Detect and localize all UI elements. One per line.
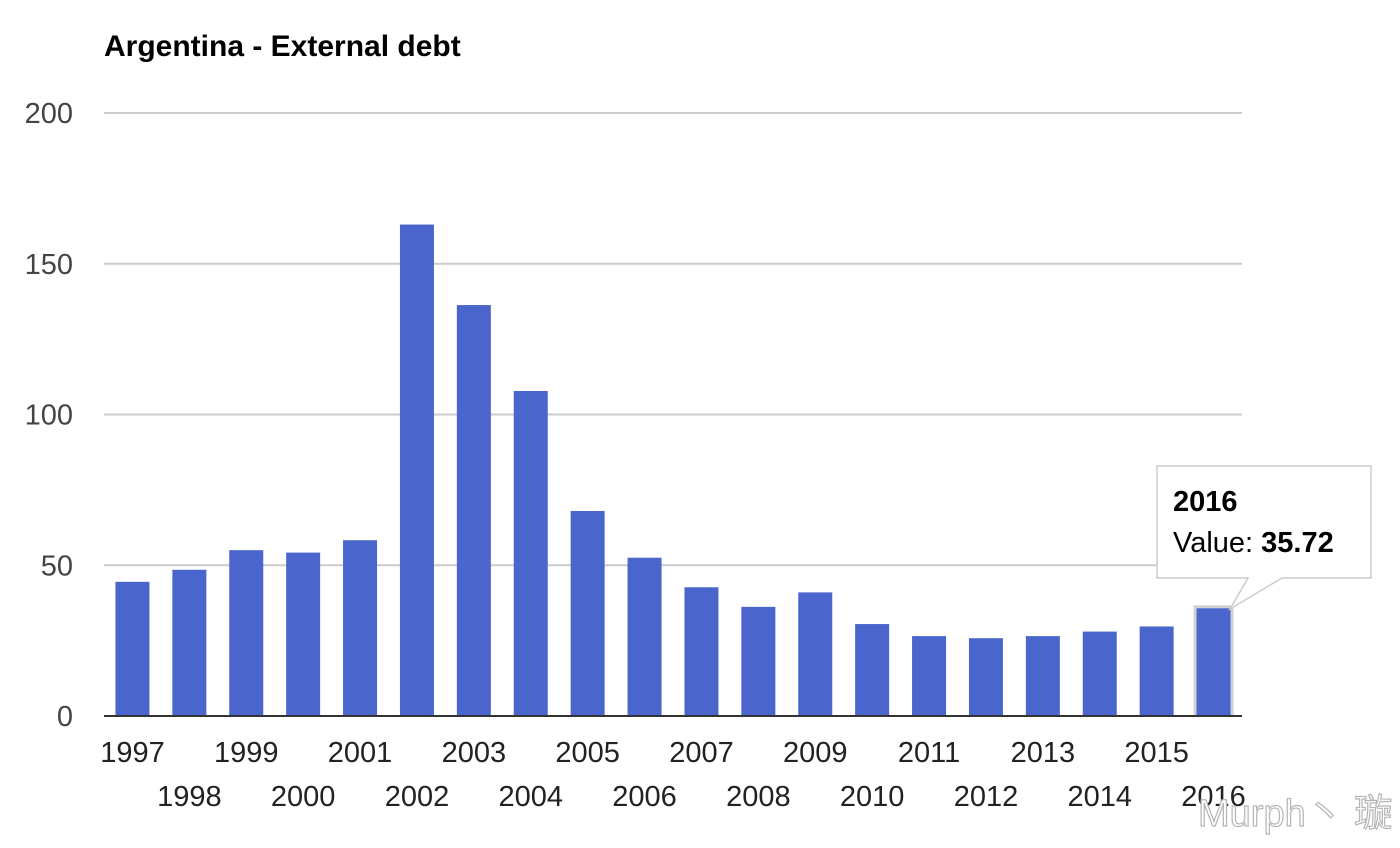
bar-2002[interactable] [399,224,434,716]
bar-1999[interactable] [229,550,264,716]
bar-2010[interactable] [855,624,890,716]
x-tick-label: 2009 [783,737,848,769]
x-tick-label: 2007 [669,737,734,769]
x-tick-label: 2006 [612,781,677,813]
x-tick-label: 2014 [1067,781,1132,813]
x-tick-label: 2016 [1181,781,1246,813]
y-tick-label: 0 [57,701,73,733]
bar-2009[interactable] [798,592,833,716]
y-tick-label: 150 [25,249,73,281]
x-tick-label: 1999 [214,737,279,769]
watermark: Murph丶 璇 [1198,793,1392,835]
bar-2000[interactable] [286,552,321,716]
x-axis-ticks: 1997 1998 1999 2000 2001 2002 2003 2004 2005 2006… [100,737,1246,813]
x-tick-label: 2004 [498,781,563,813]
bar-1997[interactable] [115,581,150,716]
bar-2012[interactable] [968,638,1003,716]
x-tick-label: 1997 [100,737,165,769]
bar-2016[interactable] [1196,608,1231,716]
x-tick-label: 2000 [271,781,336,813]
chart-title: Argentina - External debt [104,30,461,63]
bar-2013[interactable] [1025,636,1060,716]
bar-2006[interactable] [627,557,662,716]
tooltip-value: 35.72 [1261,527,1334,559]
x-tick-label: 2003 [442,737,507,769]
bar-2007[interactable] [684,587,719,716]
y-tick-label: 50 [41,550,73,582]
bar-2003[interactable] [456,305,491,716]
bars[interactable] [115,224,1234,716]
bar-2005[interactable] [570,510,605,716]
tooltip-box [1156,465,1372,612]
tooltip-value-line: Value: 35.72 [1173,527,1334,559]
bar-2004[interactable] [513,390,548,716]
x-tick-label: 2011 [898,737,960,769]
tooltip-label: Value: [1173,527,1261,559]
y-tick-label: 100 [25,400,73,432]
bar-1998[interactable] [172,569,207,716]
x-tick-label: 2001 [328,737,393,769]
x-tick-label: 2012 [954,781,1019,813]
bar-2015[interactable] [1139,626,1174,716]
bar-2014[interactable] [1082,631,1117,716]
x-tick-label: 1998 [157,781,222,813]
tooltip-year: 2016 [1173,486,1238,518]
bar-2011[interactable] [912,636,947,716]
x-tick-label: 2002 [385,781,450,813]
x-tick-label: 2015 [1124,737,1189,769]
y-axis-ticks: 0 50 100 150 200 [25,98,73,733]
tooltip: 2016 Value: 35.72 [1156,465,1372,612]
x-tick-label: 2010 [840,781,905,813]
y-tick-label: 200 [25,98,73,130]
x-tick-label: 2008 [726,781,791,813]
x-tick-label: 2013 [1011,737,1076,769]
x-tick-label: 2005 [555,737,620,769]
bar-2001[interactable] [343,540,378,716]
bar-2008[interactable] [741,606,776,716]
gridlines [104,112,1242,567]
